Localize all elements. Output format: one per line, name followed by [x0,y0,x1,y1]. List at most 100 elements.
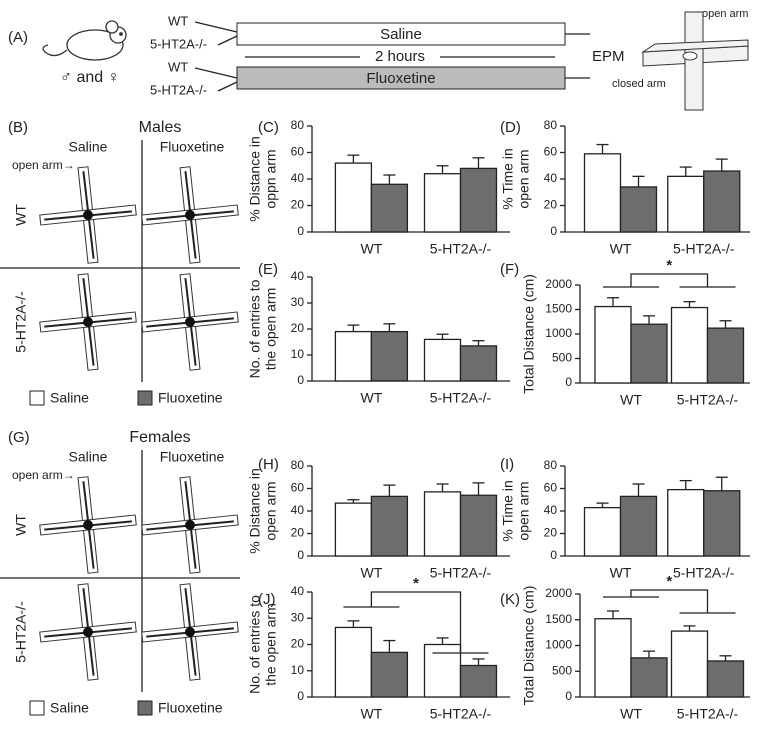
x-tick-label: 5-HT2A-/- [430,241,492,257]
y-tick-label: 0 [565,689,572,703]
y-tick-label: 30 [291,610,305,624]
track-center [185,317,195,327]
maze-track [141,476,239,574]
panel-label: (E) [258,261,278,278]
y-tick-label: 10 [291,347,305,361]
y-tick-label: 60 [544,481,558,495]
y-axis-label: the open arm [263,288,279,371]
x-tick-label: 5-HT2A-/- [673,565,735,581]
maze-track [141,166,239,264]
bar [670,630,709,698]
y-tick-label: 0 [297,689,304,703]
y-tick-label: 0 [297,548,304,562]
track-center [185,210,195,220]
legend-label: Fluoxetine [158,700,223,716]
row-label: 5-HT2A-/- [13,291,29,353]
genotype: WT [168,59,188,74]
genotype: WT [168,13,188,28]
bar [334,502,373,557]
y-tick-label: 0 [550,548,557,562]
y-axis-label: % Time in [500,148,516,209]
significance-bracket [603,589,736,614]
x-tick-label: WT [361,565,383,581]
bar [630,323,668,384]
track-center [83,520,93,530]
y-tick-label: 40 [291,269,305,283]
bar [423,338,462,382]
y-tick-label: 500 [552,663,572,677]
y-tick-label: 60 [291,481,305,495]
panel-label: (B) [8,119,28,136]
column-label: Saline [69,449,108,465]
panel-label: (I) [500,456,514,473]
y-tick-label: 40 [544,171,558,185]
bar [583,506,622,557]
x-tick-label: 5-HT2A-/- [430,565,492,581]
y-axis-label: No. of entries to [247,595,263,694]
significance-label: * [666,573,672,590]
x-tick-label: 5-HT2A-/- [677,392,739,408]
panel-label: (F) [500,261,519,278]
test-name: EPM [592,48,625,65]
bar [459,167,498,233]
x-tick-label: 5-HT2A-/- [677,706,739,722]
maze-track [39,166,137,264]
bar [703,490,741,557]
bar [667,488,705,557]
y-axis-label: open arm [516,149,532,208]
y-tick-label: 80 [291,458,305,472]
genotype: 5-HT2A-/- [150,82,207,97]
y-tick-label: 80 [544,118,558,132]
y-tick-label: 1500 [545,302,572,316]
bar [667,175,705,233]
y-axis-label: % Distance in [247,468,263,554]
y-tick-label: 20 [544,198,558,212]
y-axis-label: open arm [263,481,279,540]
x-tick-label: WT [620,392,642,408]
row-label: WT [13,514,29,536]
treatment-box [236,22,566,46]
bar [706,327,745,384]
track-center [83,210,93,220]
panel-label: (A) [8,29,28,46]
maze-track [141,583,239,681]
significance-label: * [666,257,672,274]
legend-label: Fluoxetine [158,390,223,406]
y-tick-label: 1500 [545,612,572,626]
panel-label: (K) [500,591,520,608]
y-tick-label: 80 [544,458,558,472]
maze-track [141,273,239,371]
x-tick-label: 5-HT2A-/- [430,390,492,406]
y-tick-label: 500 [552,351,572,365]
y-axis-label: the open arm [263,603,279,686]
y-axis-label: % Distance in [247,136,263,222]
bar [459,664,498,698]
arrow-label: open arm→ [12,158,75,172]
connector-lines [194,21,590,92]
significance-bracket [343,591,489,654]
column-label: Saline [69,139,108,155]
legend-label: Saline [50,390,89,406]
bar [594,305,632,384]
track-center [185,627,195,637]
x-tick-label: WT [361,390,383,406]
y-axis-label: open arm [516,481,532,540]
bar [370,495,409,557]
row-label: WT [13,204,29,226]
column-label: Fluoxetine [160,139,225,155]
x-tick-label: WT [620,706,642,722]
y-axis-label: Total Distance (cm) [521,274,537,394]
panel-label: (J) [258,591,276,608]
y-tick-label: 20 [544,526,558,540]
legend-label: Saline [50,700,89,716]
bar [706,660,745,698]
x-tick-label: WT [610,565,632,581]
legend-swatch [29,390,45,406]
panel-title: Males [139,119,182,136]
y-tick-label: 10 [291,663,305,677]
x-tick-label: WT [361,706,383,722]
y-tick-label: 40 [544,503,558,517]
bar [423,173,462,233]
arrow-label: open arm→ [12,468,75,482]
